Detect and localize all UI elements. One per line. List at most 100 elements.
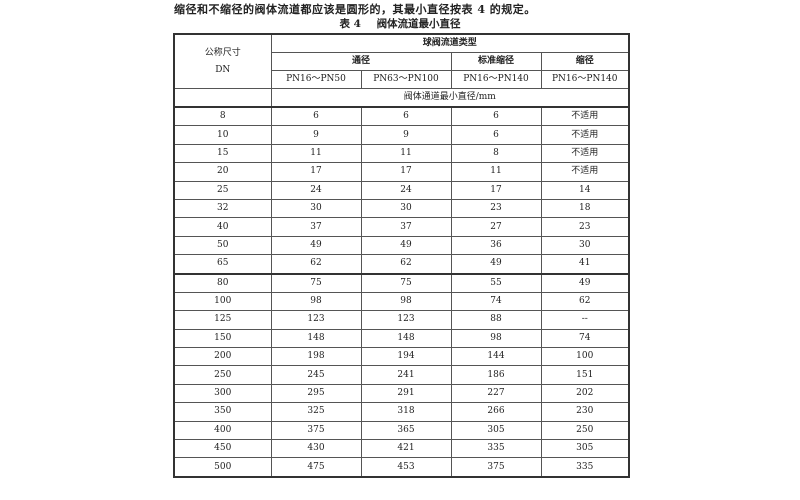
diameter-cell: 186 (450, 365, 542, 385)
dn-cell: 250 (173, 365, 272, 385)
diameter-cell: 9 (270, 125, 362, 145)
diameter-cell: 6 (450, 125, 542, 145)
table-row: 150 148 148 98 74 (173, 328, 630, 349)
diameter-cell: 17 (450, 180, 542, 200)
diameter-cell: 475 (270, 457, 362, 478)
diameter-cell: 305 (540, 439, 630, 459)
diameter-cell: 227 (450, 383, 542, 404)
diameter-cell: 335 (450, 439, 542, 459)
table-row: 200 198 194 144 100 (173, 347, 630, 367)
dn-cell: 400 (173, 420, 272, 441)
diameter-cell: 250 (540, 420, 630, 441)
diameter-cell: 365 (360, 420, 452, 441)
diameter-cell: 123 (270, 310, 362, 330)
dn-cell: 40 (173, 217, 272, 237)
diameter-cell: 6 (360, 106, 452, 127)
table-row: 15 11 11 8 不适用 (173, 143, 630, 164)
table-row: 80 75 75 55 49 (173, 272, 630, 293)
min-bore-table: 公称尺寸 DN 球阀流道类型 通径 标准缩径 缩径 PN16～PN50 PN63～… (173, 33, 631, 478)
diameter-cell: 305 (450, 420, 542, 441)
diameter-cell: 335 (540, 457, 630, 478)
pressure-header: PN16～PN50 (270, 70, 362, 89)
table-row: 50 49 49 36 30 (173, 235, 630, 256)
table-row: 32 30 30 23 18 (173, 198, 630, 219)
diameter-cell: 49 (270, 235, 362, 256)
table-title-text: 阀体流道最小直径 (376, 18, 461, 30)
diameter-cell: 24 (270, 180, 362, 200)
diameter-cell: 375 (270, 420, 362, 441)
diameter-cell: 375 (450, 457, 542, 478)
diameter-cell: 30 (540, 235, 630, 256)
diameter-cell: 148 (270, 328, 362, 349)
table-row: 100 98 98 74 62 (173, 291, 630, 312)
diameter-cell: 62 (360, 254, 452, 275)
diameter-cell: 318 (360, 402, 452, 422)
diameter-cell: 62 (270, 254, 362, 275)
diameter-cell: 14 (540, 180, 630, 200)
diameter-cell: 17 (270, 162, 362, 182)
diameter-cell: 202 (540, 383, 630, 404)
diameter-cell: 17 (360, 162, 452, 182)
table-row: 125 123 123 88 -- (173, 310, 630, 330)
diameter-cell: 6 (270, 106, 362, 127)
diameter-cell: 194 (360, 347, 452, 367)
table-number: 表 4 (339, 18, 361, 30)
diameter-cell: 23 (540, 217, 630, 237)
table-row: 40 37 37 27 23 (173, 217, 630, 237)
unit-header: 阀体通道最小直径/mm (270, 88, 630, 108)
dn-cell: 65 (173, 254, 272, 275)
diameter-cell: 23 (450, 198, 542, 219)
diameter-cell: 295 (270, 383, 362, 404)
dn-cell: 10 (173, 125, 272, 145)
diameter-cell: 24 (360, 180, 452, 200)
diameter-cell: 37 (270, 217, 362, 237)
table-row: 25 24 24 17 14 (173, 180, 630, 200)
dn-cell: 200 (173, 347, 272, 367)
type-header: 通径 (270, 52, 452, 71)
diameter-cell: 11 (360, 143, 452, 164)
empty-cell (173, 88, 272, 108)
diameter-cell: 49 (540, 272, 630, 293)
dn-cell: 32 (173, 198, 272, 219)
diameter-cell: 198 (270, 347, 362, 367)
group-header: 球阀流道类型 (270, 33, 630, 53)
diameter-cell: 49 (360, 235, 452, 256)
diameter-cell: 11 (450, 162, 542, 182)
diameter-cell: 18 (540, 198, 630, 219)
diameter-cell: 不适用 (540, 143, 630, 164)
diameter-cell: 421 (360, 439, 452, 459)
table-row: 20 17 17 11 不适用 (173, 162, 630, 182)
dn-cell: 125 (173, 310, 272, 330)
diameter-cell: 不适用 (540, 162, 630, 182)
table-row: 250 245 241 186 151 (173, 365, 630, 385)
table-row: 400 375 365 305 250 (173, 420, 630, 441)
type-header: 标准缩径 (450, 52, 542, 71)
diameter-cell: 230 (540, 402, 630, 422)
diameter-cell: 325 (270, 402, 362, 422)
table-row: 350 325 318 266 230 (173, 402, 630, 422)
diameter-cell: 75 (360, 272, 452, 293)
diameter-cell: 74 (450, 291, 542, 312)
diameter-cell: 不适用 (540, 106, 630, 127)
dn-cell: 300 (173, 383, 272, 404)
diameter-cell: 98 (270, 291, 362, 312)
diameter-cell: 266 (450, 402, 542, 422)
diameter-cell: 36 (450, 235, 542, 256)
dn-cell: 500 (173, 457, 272, 478)
diameter-cell: 100 (540, 347, 630, 367)
diameter-cell: 27 (450, 217, 542, 237)
dn-cell: 15 (173, 143, 272, 164)
pressure-header: PN16～PN140 (450, 70, 542, 89)
diameter-cell: 123 (360, 310, 452, 330)
diameter-cell: 不适用 (540, 125, 630, 145)
diameter-cell: 241 (360, 365, 452, 385)
diameter-cell: 430 (270, 439, 362, 459)
dn-cell: 50 (173, 235, 272, 256)
diameter-cell: 37 (360, 217, 452, 237)
diameter-cell: -- (540, 310, 630, 330)
diameter-cell: 41 (540, 254, 630, 275)
dn-cell: 20 (173, 162, 272, 182)
diameter-cell: 291 (360, 383, 452, 404)
diameter-cell: 245 (270, 365, 362, 385)
diameter-cell: 148 (360, 328, 452, 349)
